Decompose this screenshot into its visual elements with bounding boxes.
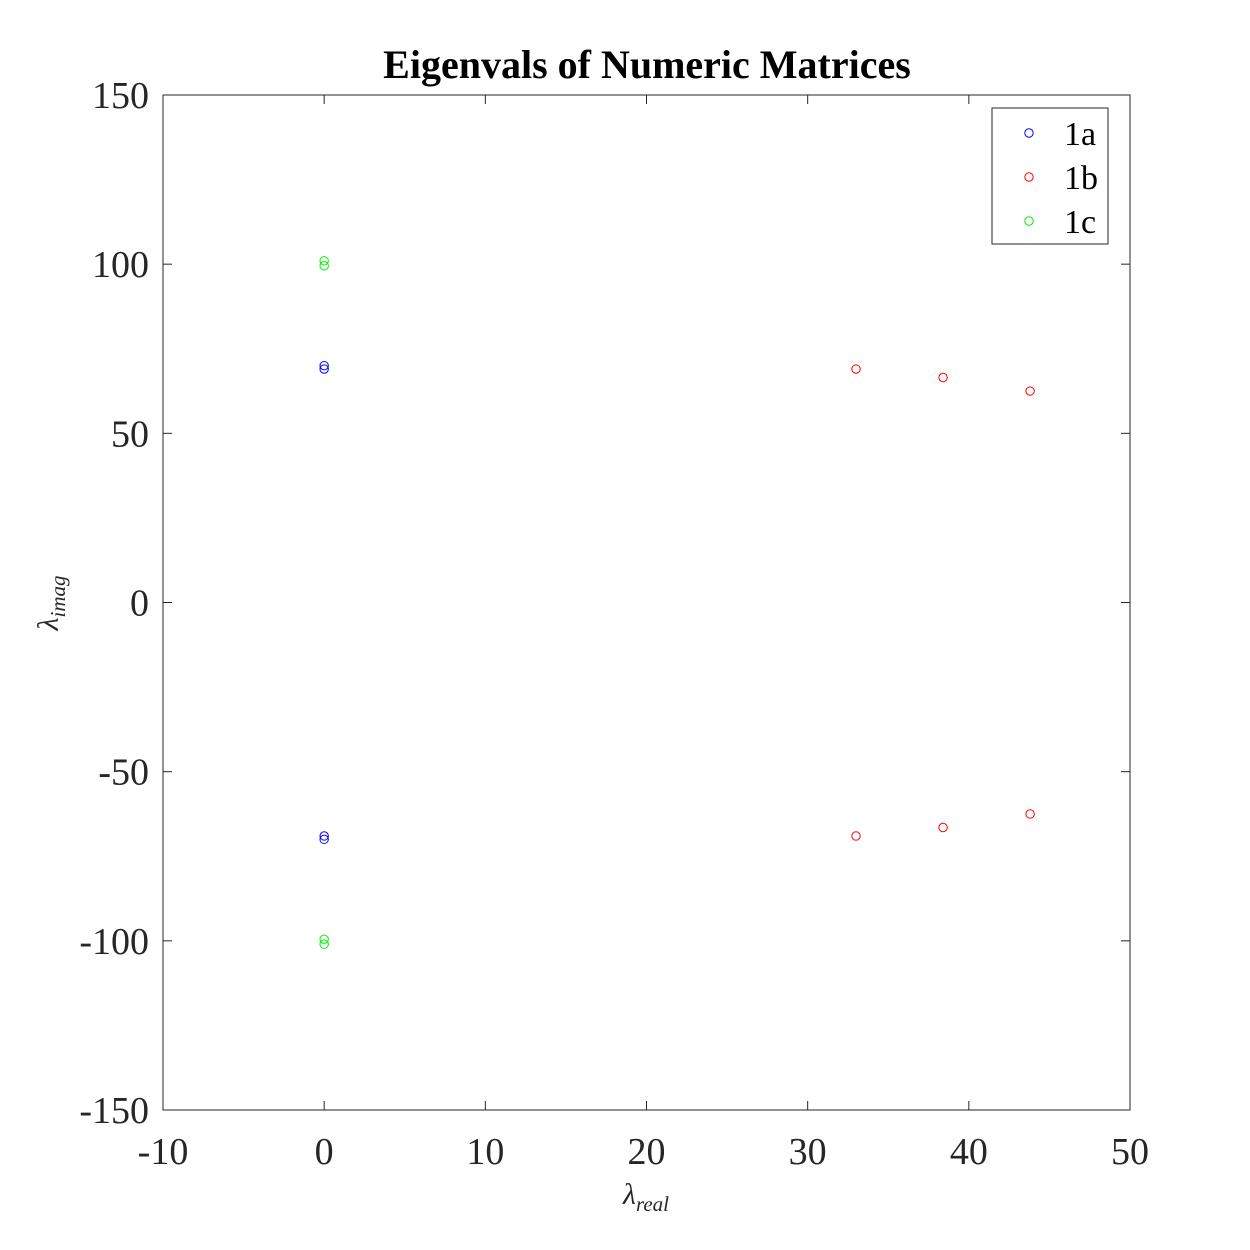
y-axis-label: λimag — [32, 576, 70, 632]
data-point-1b — [851, 831, 861, 841]
plot-frame — [162, 94, 1131, 1111]
data-point-1c — [319, 261, 329, 271]
y-tick-label: -100 — [79, 921, 149, 963]
legend-marker-1c — [1024, 216, 1034, 226]
x-axis-label-subscript: real — [636, 1192, 669, 1216]
data-point-1b — [1025, 809, 1035, 819]
legend: 1a 1b 1c — [991, 107, 1109, 245]
legend-box — [991, 107, 1109, 245]
x-tick-labels: -10 0 10 20 30 40 50 — [138, 1131, 1149, 1173]
data-point-1c — [319, 934, 329, 944]
x-tick-label: 30 — [789, 1131, 827, 1173]
x-tick-label: -10 — [138, 1131, 189, 1173]
x-tick-label: 50 — [1111, 1131, 1149, 1173]
y-tick-label: 100 — [92, 244, 149, 286]
y-tick-label: 0 — [130, 583, 149, 625]
data-point-1a — [319, 834, 329, 845]
y-tick-label: -50 — [98, 752, 149, 794]
x-axis-label-symbol: λ — [622, 1178, 636, 1211]
y-tick-label: 150 — [92, 75, 149, 117]
axis-ticks — [162, 94, 1131, 1111]
data-points — [319, 256, 1035, 949]
data-point-1a — [319, 364, 329, 374]
data-point-1b — [938, 822, 948, 833]
x-tick-label: 10 — [466, 1131, 504, 1173]
data-point-1b — [938, 372, 948, 383]
data-point-1b — [1025, 386, 1035, 396]
legend-marker-1a — [1024, 128, 1034, 138]
legend-label-1b: 1b — [1064, 160, 1098, 197]
x-tick-label: 0 — [315, 1131, 334, 1173]
data-point-1a — [319, 360, 329, 371]
x-tick-label: 40 — [950, 1131, 988, 1173]
legend-label-1a: 1a — [1064, 116, 1096, 153]
legend-marker-1b — [1024, 172, 1034, 182]
data-point-1b — [851, 364, 861, 374]
y-tick-label: 50 — [111, 413, 149, 455]
data-point-1c — [319, 256, 329, 266]
x-tick-label: 20 — [628, 1131, 666, 1173]
data-point-1a — [319, 831, 329, 841]
data-point-1c — [319, 939, 329, 949]
y-axis-label-symbol: λ — [32, 618, 65, 632]
y-axis-label-subscript: imag — [46, 576, 70, 618]
y-tick-labels: -150 -100 -50 0 50 100 150 — [79, 75, 149, 1132]
x-axis-label: λreal — [622, 1178, 669, 1216]
y-tick-label: -150 — [79, 1090, 149, 1132]
legend-label-1c: 1c — [1064, 204, 1096, 241]
chart-title: Eigenvals of Numeric Matrices — [383, 42, 911, 87]
